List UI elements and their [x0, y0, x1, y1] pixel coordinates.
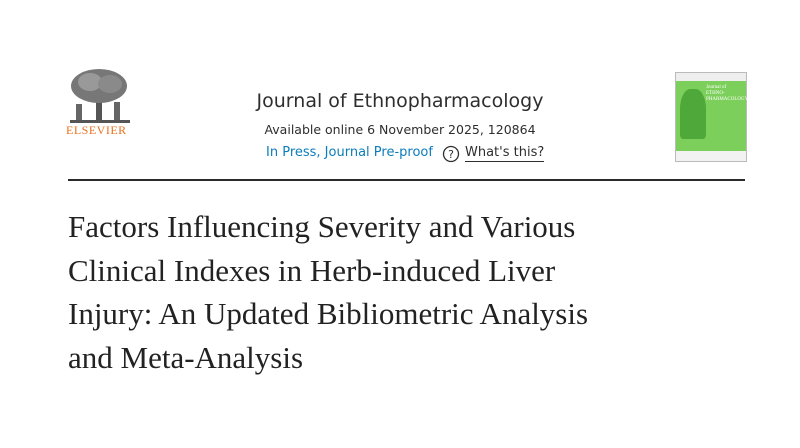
publisher-name: ELSEVIER	[66, 123, 127, 137]
title-line: Clinical Indexes in Herb-induced Liver	[68, 252, 556, 288]
title-line: Injury: An Updated Bibliometric Analysis	[68, 296, 589, 331]
title-line: and Meta-Analysis	[68, 339, 304, 375]
article-title: Factors Influencing Severity and Various…	[68, 205, 588, 379]
cover-text: PHARMACOLOGY	[706, 97, 749, 102]
cover-text: Journal of	[706, 85, 727, 90]
divider	[68, 179, 745, 181]
status[interactable]: In Press, Journal Pre-proof	[266, 145, 433, 160]
title-line: Factors Influencing Severity and Various	[68, 209, 576, 244]
journal-title[interactable]: Journal of Ethnopharmacology	[256, 90, 544, 112]
availability: Available online 6 November 2025, 120864	[264, 122, 536, 137]
help-icon[interactable]: ?	[442, 145, 460, 163]
help-link[interactable]: What's this?	[465, 145, 545, 162]
svg-text:?: ?	[448, 148, 454, 161]
journal-cover[interactable]: Journal of ETHNO- PHARMACOLOGY	[675, 72, 749, 162]
elsevier-logo	[70, 69, 130, 123]
cover-text: ETHNO-	[706, 91, 725, 96]
